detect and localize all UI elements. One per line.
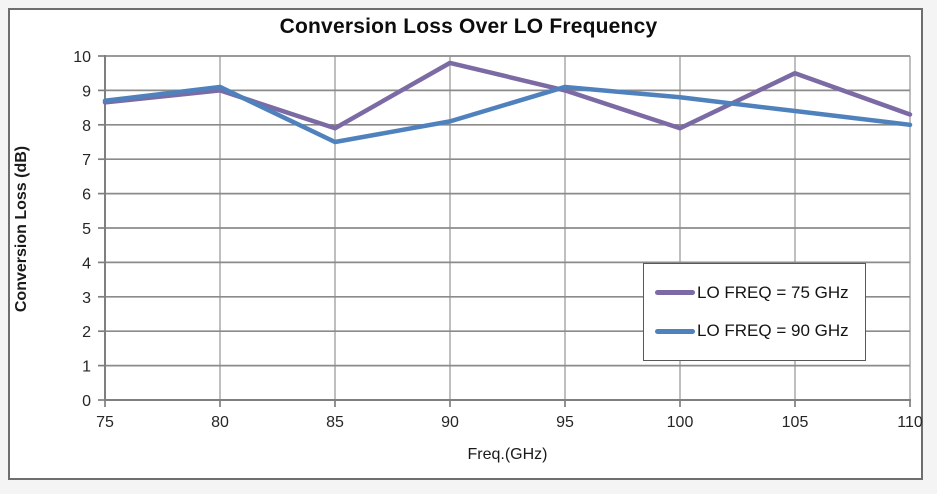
y-tick-label: 9 (82, 83, 91, 100)
y-tick-label: 5 (82, 221, 91, 238)
legend-label: LO FREQ = 75 GHz (697, 282, 849, 302)
legend-label: LO FREQ = 90 GHz (697, 321, 849, 341)
y-tick-label: 0 (82, 393, 91, 410)
legend: LO FREQ = 75 GHz LO FREQ = 90 GHz (643, 263, 866, 361)
y-tick-label: 1 (82, 359, 91, 376)
x-tick-label: 90 (441, 414, 459, 431)
y-axis-title: Conversion Loss (dB) (13, 145, 30, 313)
x-tick-label: 110 (897, 414, 923, 431)
legend-line-swatch (655, 290, 695, 296)
x-tick-label: 95 (556, 414, 574, 431)
y-tick-label: 2 (82, 324, 91, 341)
chart-title: Conversion Loss Over LO Frequency (279, 15, 658, 38)
series-line-0 (102, 60, 913, 131)
y-tick-label: 6 (82, 187, 91, 204)
legend-entry: LO FREQ = 90 GHz (655, 321, 865, 341)
x-axis-title: Freq.(GHz) (467, 446, 548, 463)
y-tick-label: 8 (82, 118, 91, 135)
x-tick-label: 85 (326, 414, 344, 431)
x-tick-label: 75 (96, 414, 114, 431)
legend-entry: LO FREQ = 75 GHz (655, 283, 865, 303)
y-tick-label: 10 (73, 49, 91, 66)
series-line-1 (102, 84, 913, 145)
x-tick-label: 80 (211, 414, 229, 431)
x-tick-label: 105 (782, 414, 809, 431)
x-tick-label: 100 (667, 414, 694, 431)
y-tick-label: 3 (82, 290, 91, 307)
y-tick-label: 7 (82, 152, 91, 169)
legend-line-swatch (655, 328, 695, 334)
y-tick-label: 4 (82, 255, 91, 272)
